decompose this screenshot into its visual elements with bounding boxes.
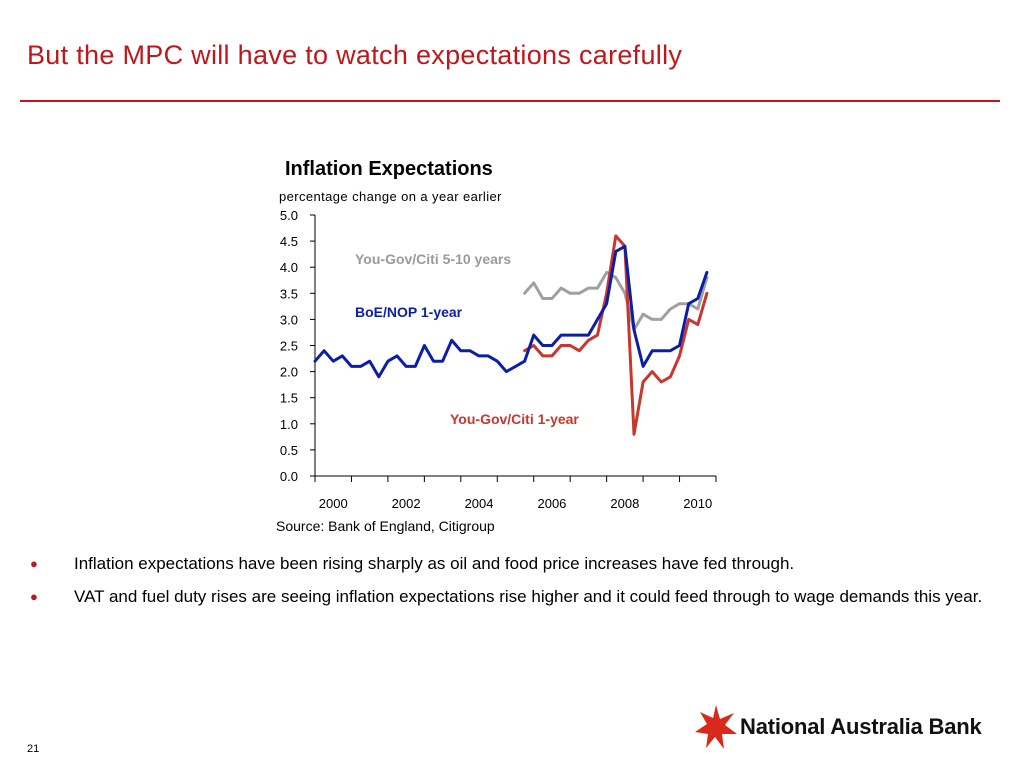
y-tick-label: 1.0 [280, 417, 298, 432]
bullet-icon: ● [30, 556, 38, 571]
x-tick-label: 2004 [465, 496, 494, 511]
chart-source: Source: Bank of England, Citigroup [276, 518, 495, 534]
nab-logo: National Australia Bank [694, 704, 1004, 752]
x-tick-label: 2010 [683, 496, 712, 511]
x-tick-label: 2002 [392, 496, 421, 511]
page-number: 21 [27, 743, 40, 755]
series-label-yougov-5-10: You-Gov/Citi 5-10 years [355, 251, 511, 267]
y-tick-label: 3.0 [280, 312, 298, 327]
bullet-item: ● VAT and fuel duty rises are seeing infl… [28, 585, 988, 608]
series-line-2 [523, 270, 709, 332]
chart-title: Inflation Expectations [285, 158, 493, 180]
y-tick-label: 4.0 [280, 260, 298, 275]
y-tick-label: 2.0 [280, 365, 298, 380]
x-tick-label: 2000 [319, 496, 348, 511]
bullet-item: ● Inflation expectations have been rising… [28, 552, 988, 575]
y-tick-label: 0.5 [280, 443, 298, 458]
bullet-text: VAT and fuel duty rises are seeing infla… [74, 587, 983, 606]
nab-star-icon [695, 705, 737, 749]
bullet-list: ● Inflation expectations have been rising… [28, 552, 988, 618]
slide-title: But the MPC will have to watch expectati… [27, 40, 683, 70]
y-tick-label: 5.0 [280, 208, 298, 223]
series-line-0 [313, 244, 709, 379]
chart-axes: 0.0 0.5 1.0 1.5 2.0 2.5 3.0 3.5 4.0 4.5 5.0 2000 200… [280, 208, 717, 511]
y-tick-label: 4.5 [280, 234, 298, 249]
inflation-expectations-chart: Inflation Expectations percentage change… [276, 158, 717, 534]
bullet-icon: ● [30, 589, 38, 604]
brand-name: National Australia Bank [740, 714, 982, 739]
chart-series [313, 234, 709, 436]
series-line-1 [523, 234, 709, 436]
y-tick-label: 3.5 [280, 286, 298, 301]
series-label-boe-nop: BoE/NOP 1-year [355, 304, 463, 320]
x-tick-label: 2006 [537, 496, 566, 511]
title-divider [20, 100, 1000, 102]
bullet-text: Inflation expectations have been rising … [74, 554, 795, 573]
y-tick-label: 1.5 [280, 391, 298, 406]
y-tick-label: 2.5 [280, 339, 298, 354]
series-label-yougov-1yr: You-Gov/Citi 1-year [450, 411, 579, 427]
y-tick-label: 0.0 [280, 469, 298, 484]
chart-subtitle: percentage change on a year earlier [279, 189, 502, 204]
series-labels: You-Gov/Citi 5-10 years BoE/NOP 1-year Y… [355, 251, 579, 427]
x-tick-label: 2008 [610, 496, 639, 511]
